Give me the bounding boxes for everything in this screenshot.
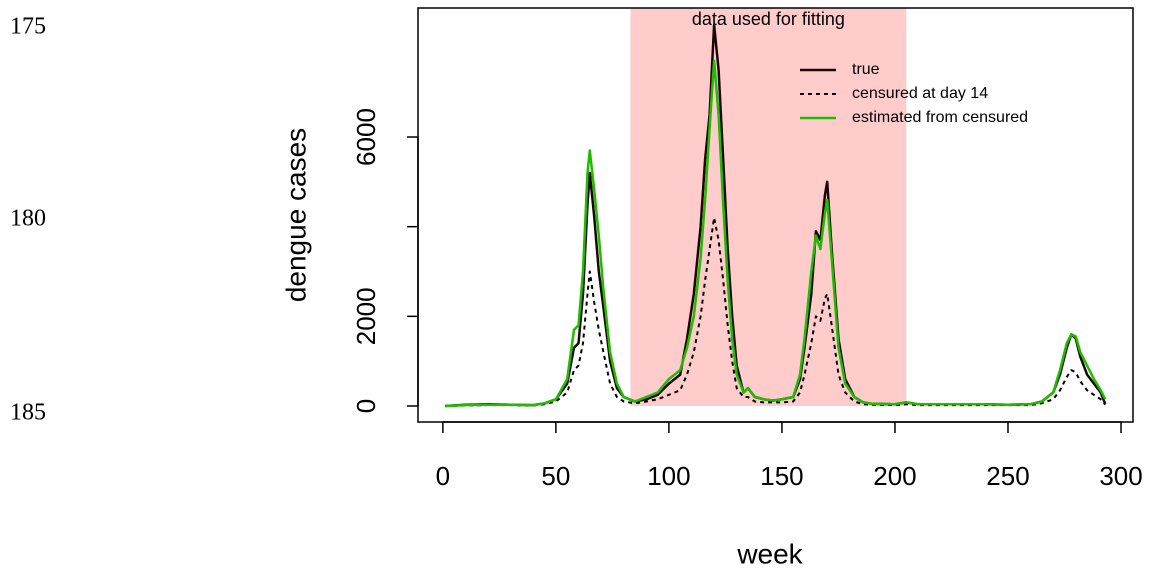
line-number: 175 [10,14,46,40]
y-axis-label: dengue cases [280,128,311,302]
x-tick-label: 150 [760,461,803,491]
fitting-region [630,8,907,406]
y-tick-label: 0 [351,399,381,413]
y-tick-label: 2000 [351,287,381,345]
x-tick-label: 300 [1099,461,1142,491]
x-tick-label: 50 [541,461,570,491]
annotation: data used for fitting [692,9,845,29]
line-number: 185 [10,400,46,426]
legend-label: estimated from censured [852,109,1028,126]
series-line [445,59,1107,408]
line-number: 180 [10,206,46,232]
x-tick-label: 100 [647,461,690,491]
y-tick-label: 6000 [351,108,381,166]
x-axis-label: week [736,538,803,569]
legend-label: true [852,61,880,78]
x-tick-label: 200 [873,461,916,491]
x-tick-label: 250 [986,461,1029,491]
x-tick-label: 0 [436,461,450,491]
legend-label: censured at day 14 [852,85,988,102]
